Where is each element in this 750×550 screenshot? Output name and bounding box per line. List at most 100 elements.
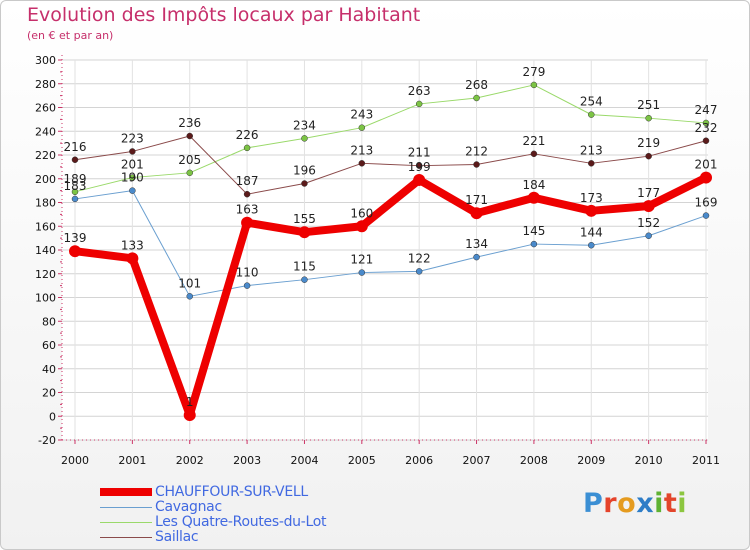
x-tick-label: 2004	[290, 454, 318, 467]
data-point	[645, 152, 652, 160]
logo-letter: P	[583, 488, 604, 519]
series-line-1	[74, 84, 707, 193]
data-label: 216	[64, 140, 87, 154]
data-point	[71, 156, 79, 163]
logo-letter: r	[603, 488, 618, 519]
data-point	[129, 187, 136, 194]
data-label: 247	[695, 103, 718, 117]
data-label: 254	[580, 95, 603, 109]
data-point	[530, 81, 538, 89]
data-label: 144	[580, 225, 603, 239]
data-point	[358, 160, 366, 167]
chart-title: Evolution des Impôts locaux par Habitant	[27, 4, 421, 26]
data-point	[588, 242, 595, 249]
x-tick-label: 2007	[463, 454, 491, 467]
y-tick-label: 280	[35, 78, 56, 91]
data-label: 213	[350, 143, 373, 157]
y-tick-label: 80	[42, 315, 56, 328]
data-label: 221	[522, 134, 545, 148]
y-tick-label: 260	[35, 102, 56, 115]
data-point	[470, 207, 483, 220]
data-point	[645, 114, 652, 122]
data-label: 139	[64, 231, 87, 245]
data-point	[186, 293, 193, 300]
y-tick-label: 120	[35, 268, 56, 281]
legend-label-saillac: Saillac	[155, 529, 199, 545]
y-tick-label: 220	[35, 149, 56, 162]
y-tick-label: 60	[42, 339, 56, 352]
y-tick-label: 240	[35, 125, 56, 138]
data-point	[298, 226, 311, 239]
data-point	[301, 135, 308, 142]
legend-swatch-quatre-routes	[100, 522, 152, 523]
data-point	[473, 94, 480, 102]
data-point	[186, 132, 193, 140]
data-label: 187	[236, 174, 259, 188]
data-label: 160	[350, 206, 373, 220]
data-point	[243, 282, 251, 289]
data-point	[700, 171, 712, 184]
data-label: 173	[580, 191, 603, 205]
data-label: 219	[637, 136, 660, 150]
data-point	[415, 268, 423, 275]
x-tick-label: 2005	[348, 454, 376, 467]
y-tick-label: 40	[42, 363, 56, 376]
legend-label-quatre-routes: Les Quatre-Routes-du-Lot	[155, 514, 327, 530]
data-point	[415, 162, 423, 169]
legend-label-chauffour: CHAUFFOUR-SUR-VELL	[155, 484, 308, 500]
y-tick-label: 200	[35, 173, 56, 186]
data-label: 263	[408, 84, 431, 98]
data-point	[588, 111, 595, 118]
legend-label-cavagnac: Cavagnac	[155, 499, 222, 515]
data-point	[355, 220, 368, 233]
x-tick-label: 2010	[635, 454, 663, 467]
y-tick-label: 20	[42, 387, 56, 400]
data-point	[129, 174, 136, 181]
data-label: 234	[293, 118, 316, 132]
data-label: 226	[236, 128, 259, 142]
x-tick-label: 2000	[61, 454, 89, 467]
data-label: 163	[236, 203, 259, 217]
data-label: 243	[350, 108, 373, 122]
data-point	[473, 161, 480, 168]
data-label: 184	[522, 178, 545, 192]
data-label: 189	[64, 172, 87, 186]
data-label: 213	[580, 143, 603, 157]
chart-subtitle: (en € et par an)	[27, 29, 114, 42]
data-point	[243, 190, 251, 198]
y-tick-label: 0	[49, 410, 56, 423]
logo-letter: i	[677, 488, 688, 519]
data-label: 177	[637, 186, 660, 200]
x-tick-label: 2006	[405, 454, 433, 467]
data-label: 236	[178, 116, 201, 130]
data-label: 171	[465, 193, 488, 207]
x-tick-label: 2001	[118, 454, 146, 467]
data-point	[126, 252, 139, 265]
data-label: 122	[408, 251, 431, 265]
data-label: 201	[121, 158, 144, 172]
data-point	[71, 188, 79, 196]
data-label: 211	[408, 146, 431, 160]
data-point	[69, 245, 81, 258]
logo-letter: o	[617, 488, 637, 519]
x-tick-label: 2002	[176, 454, 204, 467]
data-point	[585, 204, 598, 217]
legend-swatch-saillac	[100, 537, 152, 538]
logo-letter: t	[663, 488, 678, 519]
data-point	[530, 150, 538, 158]
data-label: 155	[293, 212, 316, 226]
x-tick-label: 2011	[692, 454, 720, 467]
data-label: 145	[522, 224, 545, 238]
data-label: 110	[236, 266, 259, 280]
data-point	[588, 160, 595, 167]
data-label: 152	[637, 216, 660, 230]
data-label: 196	[293, 164, 316, 178]
data-point	[186, 169, 193, 177]
logo-letter: x	[636, 488, 655, 519]
data-point	[473, 253, 480, 261]
data-label: 133	[121, 238, 144, 252]
data-point	[702, 212, 710, 219]
data-label: 134	[465, 237, 488, 251]
x-tick-label: 2003	[233, 454, 261, 467]
